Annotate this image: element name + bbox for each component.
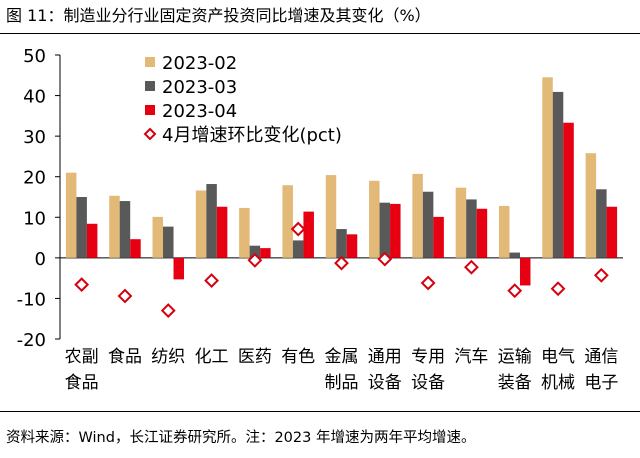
- bar-2023-02: [282, 185, 293, 258]
- bar-2023-02: [195, 190, 207, 258]
- x-tick-label: 有色: [281, 347, 315, 367]
- bar-2023-04: [86, 223, 98, 258]
- bar-2023-02: [412, 173, 423, 258]
- x-tick-label: 电气: [541, 347, 575, 367]
- legend-label: 2023-04: [162, 101, 237, 122]
- y-tick-label: 50: [23, 46, 46, 67]
- y-tick-label: 10: [23, 208, 46, 229]
- diff-marker: [550, 281, 566, 297]
- x-tick-label: 通用: [368, 347, 402, 367]
- legend-label: 2023-03: [162, 77, 237, 98]
- bar-2023-04: [130, 239, 141, 258]
- bar-2023-03: [336, 229, 347, 258]
- bar-2023-02: [369, 180, 380, 258]
- bar-2023-04: [346, 234, 358, 258]
- x-tick-label: 纺织: [151, 347, 185, 367]
- diff-marker: [420, 275, 436, 291]
- diff-marker: [464, 259, 479, 275]
- diff-marker: [204, 273, 219, 288]
- x-tick-label: 食品: [108, 347, 142, 367]
- x-tick-label: 金属: [325, 347, 359, 367]
- legend-label: 4月增速环比变化(pct): [162, 125, 342, 146]
- bar-2023-04: [606, 206, 618, 258]
- diff-marker: [334, 255, 349, 271]
- legend-swatch: [145, 105, 155, 115]
- y-tick-label: 20: [23, 168, 46, 189]
- bar-2023-03: [596, 189, 607, 258]
- diff-marker: [160, 303, 176, 319]
- bar-2023-02: [239, 207, 250, 258]
- top-rule: [0, 33, 640, 34]
- x-tick-label: 农副: [65, 347, 99, 367]
- x-tick-label: 汽车: [454, 347, 488, 367]
- bar-2023-04: [390, 203, 401, 258]
- legend-swatch: [143, 127, 157, 141]
- bar-2023-02: [585, 153, 597, 258]
- bottom-rule: [0, 411, 640, 412]
- x-tick-label: 装备: [498, 373, 532, 393]
- legend-label: 2023-02: [162, 53, 237, 74]
- legend-swatch: [145, 57, 155, 67]
- bar-2023-04: [216, 206, 228, 258]
- bar-2023-03: [163, 226, 174, 258]
- diff-marker: [593, 267, 609, 283]
- bar-2023-03: [119, 201, 131, 258]
- bar-2023-04: [260, 248, 271, 258]
- bar-2023-03: [422, 191, 434, 258]
- x-tick-label: 制品: [325, 373, 359, 393]
- x-tick-label: 医药: [238, 347, 272, 367]
- x-tick-label: 通信: [584, 347, 618, 367]
- bar-2023-04: [303, 211, 314, 258]
- bar-2023-03: [552, 91, 564, 258]
- bar-2023-04: [173, 257, 185, 280]
- y-tick-label: -20: [17, 330, 46, 351]
- x-tick-label: 设备: [411, 373, 445, 393]
- diff-marker: [377, 251, 393, 267]
- x-tick-label: 专用: [411, 347, 445, 367]
- bar-2023-02: [542, 77, 553, 258]
- bar-2023-02: [455, 187, 467, 258]
- diff-marker: [507, 283, 523, 299]
- bar-2023-04: [476, 208, 488, 258]
- diff-marker: [290, 221, 306, 237]
- source-note: 资料来源：Wind，长江证券研究所。注：2023 年增速为两年平均增速。: [6, 430, 476, 446]
- bar-2023-03: [206, 184, 217, 258]
- bar-2023-03: [509, 252, 520, 258]
- bar-2023-02: [325, 175, 337, 258]
- y-tick-label: -10: [17, 289, 46, 310]
- bar-2023-02: [152, 216, 164, 258]
- x-tick-label: 运输: [498, 347, 532, 367]
- y-tick-label: 30: [23, 127, 46, 148]
- y-tick-label: 0: [35, 249, 46, 270]
- diff-marker: [74, 277, 90, 293]
- x-tick-label: 机械: [541, 373, 575, 393]
- diff-marker: [247, 252, 263, 268]
- bar-2023-03: [379, 202, 391, 258]
- bar-2023-04: [519, 257, 531, 286]
- y-tick-label: 40: [23, 87, 46, 108]
- bar-2023-02: [498, 205, 510, 258]
- x-tick-label: 电子: [584, 373, 618, 393]
- bar-2023-03: [292, 240, 304, 258]
- bar-2023-03: [76, 197, 87, 258]
- figure-title: 图 11：制造业分行业固定资产投资同比增速及其变化（%）: [6, 6, 431, 25]
- bar-2023-02: [109, 195, 120, 258]
- bar-2023-03: [249, 245, 261, 258]
- x-tick-label: 食品: [65, 373, 99, 393]
- diff-marker: [117, 288, 133, 304]
- bar-2023-04: [433, 216, 444, 258]
- bar-2023-02: [65, 172, 77, 258]
- x-tick-label: 设备: [368, 373, 402, 393]
- bar-2023-04: [563, 122, 574, 258]
- legend-swatch: [145, 81, 155, 91]
- bar-2023-03: [466, 199, 477, 258]
- x-tick-label: 化工: [195, 347, 229, 367]
